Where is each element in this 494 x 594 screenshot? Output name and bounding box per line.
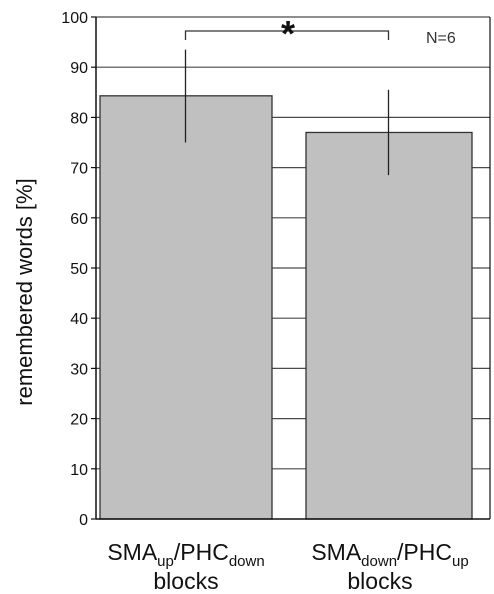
category-label-1: SMAup/PHCdown <box>107 539 264 570</box>
bar-2 <box>306 132 472 519</box>
category-text: SMA <box>311 539 362 565</box>
category-subscript: up <box>452 553 469 570</box>
y-tick-label-60: 60 <box>70 211 88 228</box>
bar-1 <box>100 96 272 519</box>
y-tick-label-20: 20 <box>70 412 88 429</box>
category-text: PHC <box>180 539 229 565</box>
category-label-2: SMAdown/PHCup <box>311 539 468 570</box>
category-text: PHC <box>403 539 452 565</box>
y-tick-labels: 0 10 20 30 40 50 60 70 80 90 100 <box>61 10 88 529</box>
category-subscript: down <box>229 553 265 570</box>
y-tick-label-50: 50 <box>70 261 88 278</box>
category-label-line2-1: blocks <box>153 568 218 594</box>
y-tick-label-30: 30 <box>70 361 88 378</box>
sample-size-annotation: N=6 <box>426 30 456 47</box>
y-tick-label-40: 40 <box>70 311 88 328</box>
y-tick-label-90: 90 <box>70 60 88 77</box>
bars <box>100 96 472 519</box>
y-tick-label-70: 70 <box>70 161 88 178</box>
category-text: SMA <box>107 539 158 565</box>
y-tick-label-80: 80 <box>70 110 88 127</box>
y-axis-label: remembered words [%] <box>12 178 37 405</box>
significance-star: * <box>281 13 295 54</box>
y-tick-label-100: 100 <box>61 10 88 27</box>
category-label-line2-2: blocks <box>347 568 412 594</box>
y-tick-label-10: 10 <box>70 462 88 479</box>
y-tick-label-0: 0 <box>79 512 88 529</box>
